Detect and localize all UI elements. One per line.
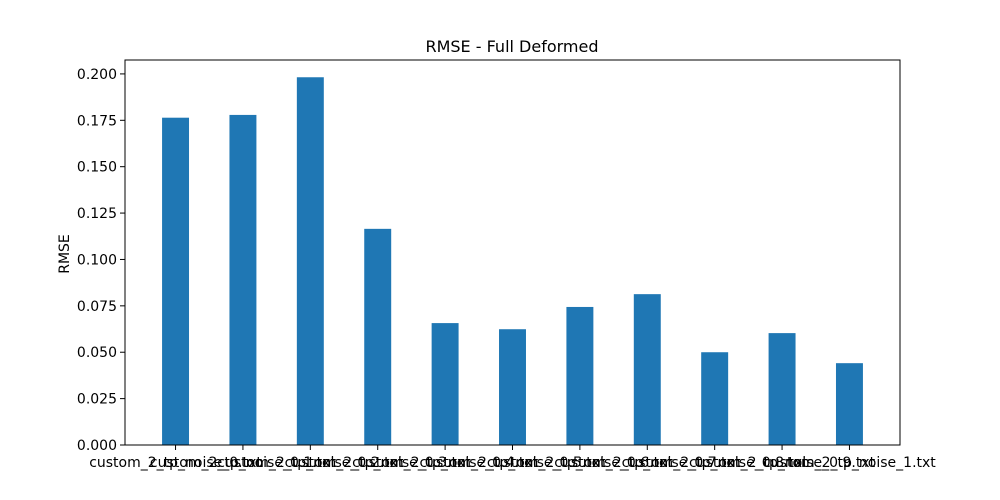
bar-6 [566, 306, 594, 445]
x-tick-label-5: custom_2_tp_noise_0.5.txt [419, 455, 606, 471]
y-tick-label-4: 0.100 [77, 252, 117, 268]
y-tick-label-3: 0.075 [77, 299, 117, 315]
plot-frame [124, 59, 901, 446]
bar-7 [633, 294, 661, 445]
x-tick-label-9: custom_2_tp_noise_0.9.txt [689, 455, 876, 471]
y-tick-label-0: 0.000 [77, 438, 117, 454]
bar-8 [701, 352, 729, 445]
x-tick-label-8: custom_2_tp_noise_0.8.txt [622, 455, 809, 471]
x-tick-label-10: custom_2_tp_noise_1.txt [763, 455, 936, 471]
y-tick-label-1: 0.025 [77, 392, 117, 408]
bar-5 [499, 329, 526, 445]
x-tick-label-0: custom_2_tp_noise_0.txt [89, 455, 262, 471]
y-tick-label-2: 0.050 [77, 345, 117, 361]
bar-4 [431, 323, 459, 445]
y-axis: 0.000 0.025 0.050 0.075 0.100 0.125 0.150 0.175… [77, 67, 125, 454]
chart-title: RMSE - Full Deformed [425, 37, 598, 56]
x-tick-label-4: custom_2_tp_noise_0.4.txt [352, 455, 539, 471]
bar-1 [229, 114, 257, 446]
bar-9 [768, 333, 796, 445]
y-axis-label: RMSE [57, 234, 73, 274]
x-axis: custom_2_tp_noise_0.txtcustom_2_tp_noise… [89, 445, 936, 471]
bar-3 [364, 228, 392, 445]
bars-layer [162, 77, 863, 446]
y-tick-label-6: 0.150 [77, 160, 117, 176]
x-tick-label-1: custom_2_tp_noise_0.1.txt [150, 455, 337, 471]
x-tick-label-7: custom_2_tp_noise_0.7.txt [554, 455, 741, 471]
bar-0 [162, 117, 190, 445]
x-tick-label-2: custom_2_tp_noise_0.2.txt [217, 455, 404, 471]
x-tick-label-6: custom_2_tp_noise_0.6.txt [487, 455, 674, 471]
bar-10 [835, 363, 863, 445]
x-tick-label-3: custom_2_tp_noise_0.3.txt [285, 455, 472, 471]
bar-2 [296, 77, 324, 445]
y-tick-label-8: 0.200 [77, 67, 117, 83]
y-tick-label-7: 0.175 [77, 113, 117, 129]
y-tick-label-5: 0.125 [77, 206, 117, 222]
